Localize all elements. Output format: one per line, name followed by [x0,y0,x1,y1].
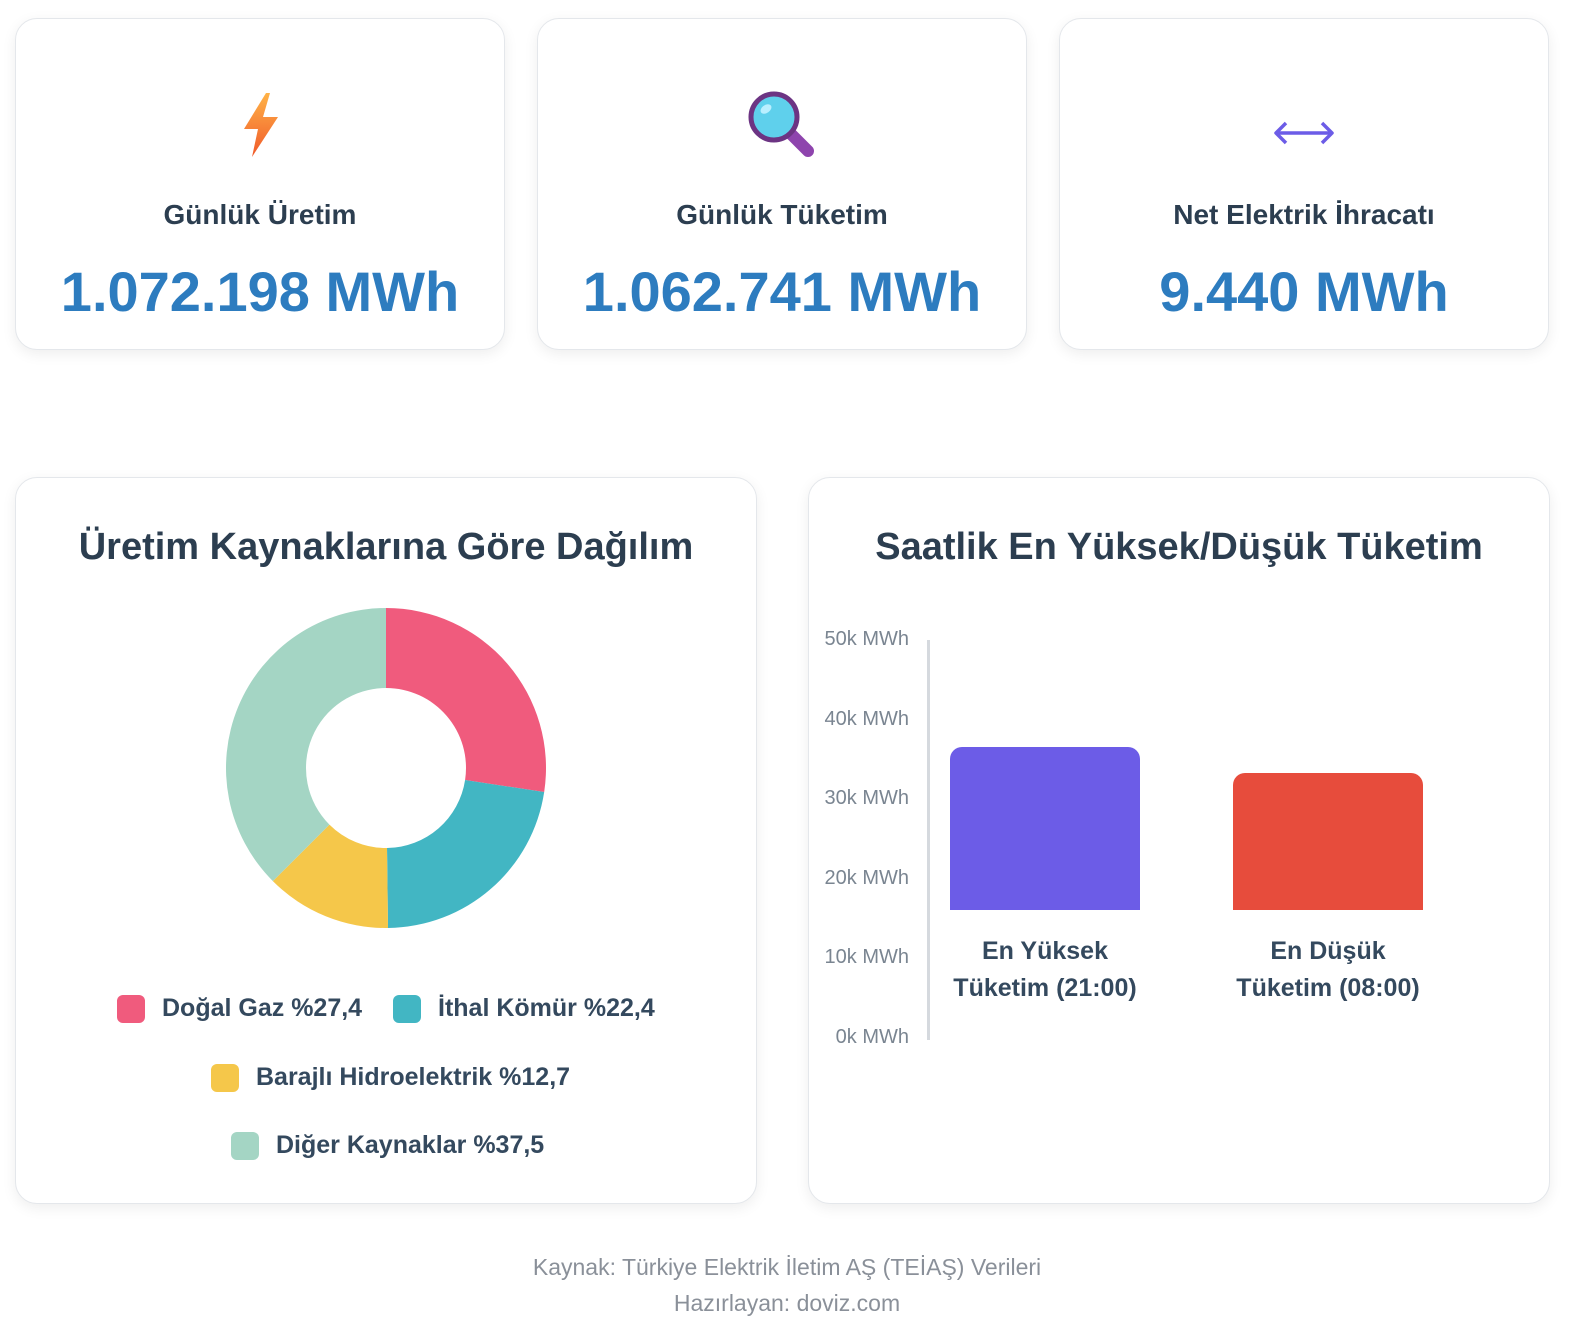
y-tick-label: 10k MWh [824,946,909,969]
bar-category-label: En Yüksek Tüketim (21:00) [953,937,1137,1002]
bar-category-label: En Düşük Tüketim (08:00) [1236,937,1420,1002]
bar-1[interactable] [1233,772,1423,910]
magnifier-icon [538,89,1026,161]
legend-item-imported-coal[interactable]: İthal Kömür %22,4 [393,994,655,1023]
legend-label: Diğer Kaynaklar [276,1131,467,1159]
stat-value: 1.072.198 MWh [60,260,460,323]
legend-value: %12,7 [499,1063,571,1091]
legend-label: İthal Kömür [438,994,577,1022]
legend-item-other-sources[interactable]: Diğer Kaynaklar %37,5 [231,1131,544,1160]
bar-chart-area: 50k MWh 40k MWh 30k MWh 20k MWh 10k MWh 0k MW… [809,478,1551,1205]
stat-card-net-export: Net Elektrik İhracatı 9.440 MWh [1059,18,1549,350]
stat-value: 1.062.741 MWh [582,260,982,323]
y-tick-label: 0k MWh [835,1026,909,1048]
legend-swatch [231,1131,259,1160]
y-tick-label: 20k MWh [824,866,909,889]
legend-label: Doğal Gaz [162,994,285,1022]
legend-swatch [393,994,421,1023]
legend-item-dam-hydro[interactable]: Barajlı Hidroelektrik %12,7 [211,1063,570,1092]
legend-swatch [117,994,145,1023]
footer-source: Kaynak: Türkiye Elektrik İletim AŞ (TEİA… [532,1254,1042,1280]
donut-slice-3[interactable] [225,608,386,882]
legend-item-natural-gas[interactable]: Doğal Gaz %27,4 [117,994,362,1023]
legend-value: %27,4 [291,994,363,1022]
legend-swatch [211,1063,239,1092]
y-tick-label: 50k MWh [824,628,909,650]
stat-card-production: Günlük Üretim 1.072.198 MWh [15,18,505,350]
y-axis-line [927,640,930,1040]
y-axis: 50k MWh 40k MWh 30k MWh 20k MWh 10k MWh 0k MW… [809,478,909,1205]
stat-label: Net Elektrik İhracatı [1173,199,1435,230]
y-tick-label: 40k MWh [824,707,909,730]
lightning-icon [16,89,504,161]
donut-chart-panel: Üretim Kaynaklarına Göre Dağılım Doğal G… [15,477,757,1204]
bar-0[interactable] [950,747,1140,910]
donut-slice-1[interactable] [387,780,545,928]
donut-slice-0[interactable] [386,608,546,793]
donut-chart [225,608,546,928]
bars: En Yüksek Tüketim (21:00) En Düşük Tüketim … [809,478,1551,1205]
stat-value: 9.440 MWh [1159,260,1449,323]
bar-chart-panel: Saatlik En Yüksek/Düşük Tüketim 50k MWh 4… [808,477,1550,1204]
stat-label: Günlük Tüketim [676,199,888,230]
stat-card-consumption: Günlük Tüketim 1.062.741 MWh [537,18,1027,350]
footer-author: Hazırlayan: doviz.com [673,1290,901,1316]
legend-value: %37,5 [473,1131,545,1159]
legend-label: Barajlı Hidroelektrik [256,1063,493,1091]
donut-slice-2[interactable] [272,824,389,928]
chart-title: Saatlik En Yüksek/Düşük Tüketim [875,526,1483,568]
left-right-arrow-icon [1060,89,1548,161]
stat-label: Günlük Üretim [163,199,357,230]
legend-value: %22,4 [583,994,655,1022]
y-tick-label: 30k MWh [824,787,909,810]
chart-title: Üretim Kaynaklarına Göre Dağılım [78,526,694,568]
